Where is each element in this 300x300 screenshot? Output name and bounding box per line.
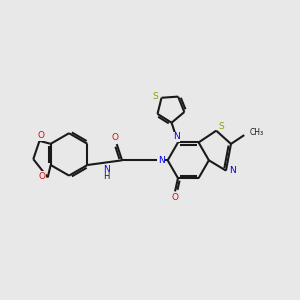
Text: N: N [229, 166, 236, 175]
Text: S: S [152, 92, 158, 101]
Text: N: N [158, 156, 165, 165]
Text: O: O [37, 131, 44, 140]
Text: O: O [112, 133, 119, 142]
Text: H: H [103, 172, 110, 181]
Text: CH₃: CH₃ [250, 128, 264, 137]
Text: O: O [39, 172, 46, 181]
Text: O: O [172, 194, 178, 202]
Text: N: N [173, 132, 180, 141]
Text: S: S [219, 122, 224, 131]
Text: N: N [103, 165, 110, 174]
